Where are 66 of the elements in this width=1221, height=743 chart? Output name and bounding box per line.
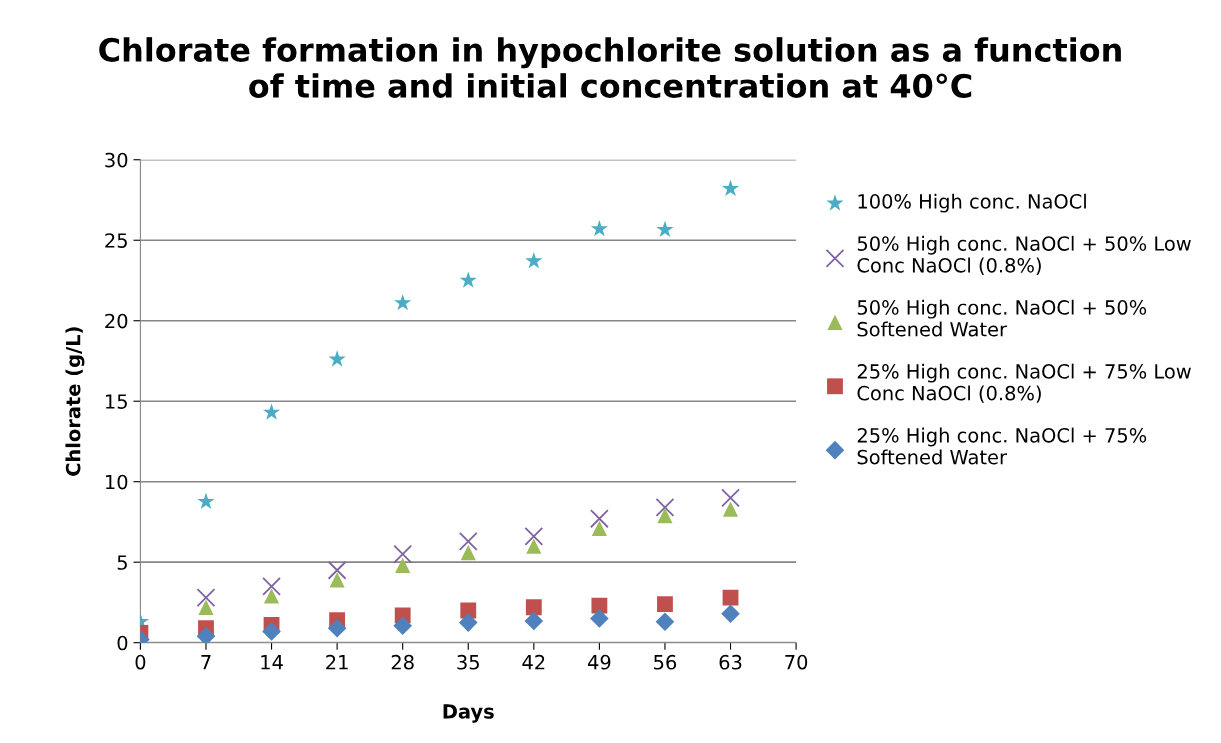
x-tick-label: 0 <box>135 654 146 670</box>
x-tick-label: 56 <box>654 654 677 670</box>
chart-title: Chlorate formation in hypochlorite solution as a function of time and initial concentration at 40°C <box>99 37 1121 98</box>
y-tick-label: 15 <box>106 394 127 409</box>
legend-label: 25% High conc. NaOCl + 75% Low Conc NaOCl (0.8%) <box>857 363 1191 403</box>
point <box>262 622 281 641</box>
y-tick-label: 25 <box>105 233 127 248</box>
y-axis-title: Chlorate (g/L) <box>65 327 85 476</box>
point <box>262 403 281 420</box>
point <box>327 560 347 580</box>
point <box>458 531 478 551</box>
point <box>722 589 739 606</box>
point <box>721 604 740 624</box>
point <box>657 596 673 612</box>
point <box>393 616 412 636</box>
point <box>198 599 214 615</box>
point <box>458 613 478 632</box>
point <box>395 557 411 574</box>
x-tick-label: 70 <box>785 654 808 670</box>
point <box>722 501 739 517</box>
x-tick-label: 35 <box>457 654 479 670</box>
x-tick-label: 63 <box>719 654 742 670</box>
point <box>263 588 280 604</box>
x-tick-label: 42 <box>522 654 545 670</box>
point <box>590 219 608 237</box>
point <box>524 527 544 546</box>
x-tick-label: 7 <box>201 655 211 670</box>
x-tick-label: 28 <box>391 654 414 670</box>
point <box>329 572 345 588</box>
point <box>393 544 413 564</box>
point <box>196 626 216 643</box>
y-tick-label: 5 <box>117 555 127 570</box>
point <box>328 350 346 367</box>
point <box>655 498 675 517</box>
point <box>197 492 215 509</box>
point <box>721 179 740 197</box>
legend-label: 100% High conc. NaOCl <box>858 193 1086 213</box>
y-tick-label: 0 <box>117 635 128 651</box>
point <box>589 509 609 529</box>
x-tick-label: 21 <box>326 654 348 670</box>
point <box>590 609 609 628</box>
legend-label: 50% High conc. NaOCl + 50% Low Conc NaOCl (0.8%) <box>857 235 1191 275</box>
point <box>196 588 216 608</box>
x-tick-label: 14 <box>261 655 283 670</box>
legend-label: 50% High conc. NaOCl + 50% Softened Water <box>857 299 1147 337</box>
point <box>262 576 281 596</box>
point <box>460 544 476 561</box>
point <box>459 271 477 288</box>
point <box>394 293 412 311</box>
point <box>591 597 608 614</box>
point <box>656 220 674 238</box>
y-tick-label: 10 <box>106 474 128 490</box>
x-tick-label: 49 <box>587 654 611 670</box>
point <box>525 599 542 616</box>
point <box>526 538 542 554</box>
x-axis-title: Days <box>443 704 494 723</box>
point <box>655 612 675 632</box>
point <box>327 618 347 638</box>
legend-label: 25% High conc. NaOCl + 75% Softened Water <box>857 427 1147 465</box>
y-tick-label: 20 <box>105 313 128 329</box>
point <box>721 488 740 508</box>
point <box>525 252 543 269</box>
y-tick-label: 30 <box>105 152 128 168</box>
point <box>657 507 673 524</box>
point <box>591 520 607 536</box>
point <box>524 611 544 631</box>
